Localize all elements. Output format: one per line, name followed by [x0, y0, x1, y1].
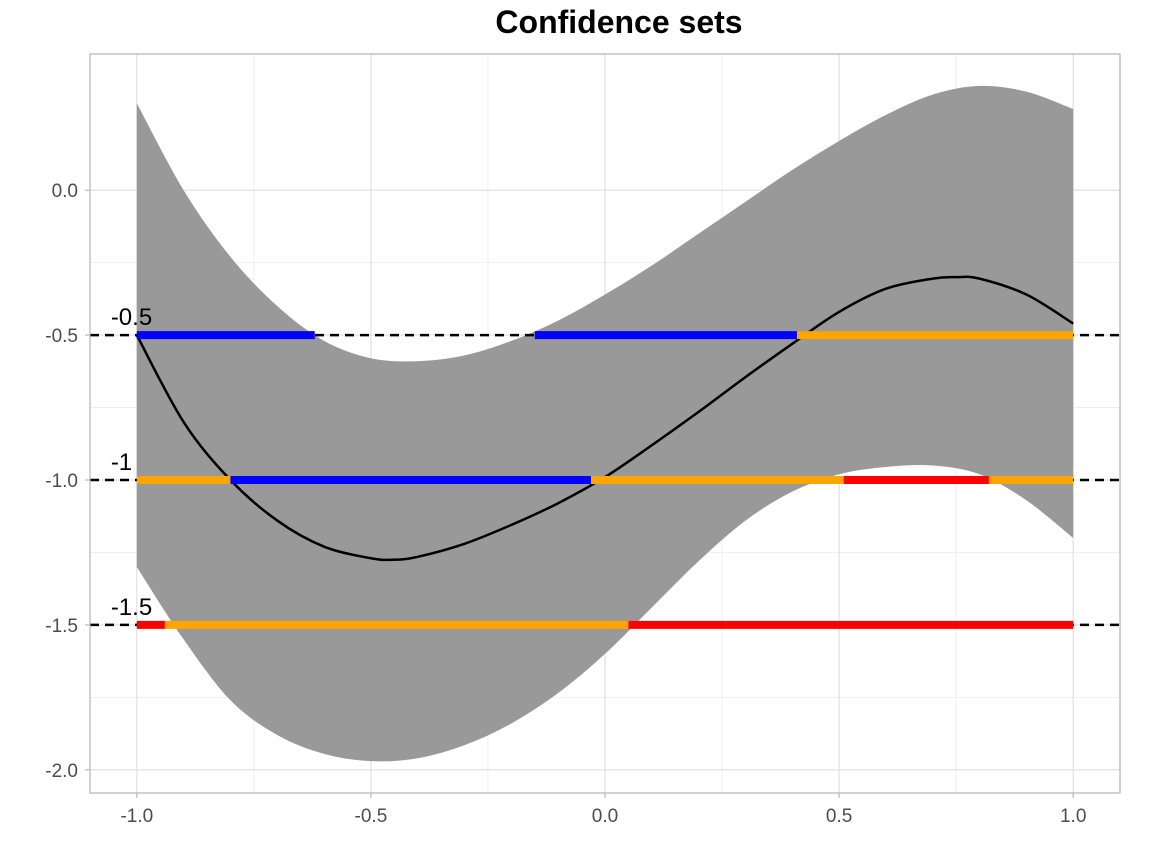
y-tick-label: 0.0: [52, 181, 78, 202]
x-tick-label: -0.5: [355, 806, 388, 827]
level-lines: -0.5 -1 -1.5: [90, 304, 1120, 629]
confidence-band-area: [136, 85, 1074, 762]
level-label: -0.5: [111, 304, 152, 331]
confidence-band: [136, 85, 1074, 762]
x-axis-ticks: -1.0 -0.5 0.0 0.5 1.0: [120, 793, 1086, 827]
x-tick-label: 1.0: [1060, 806, 1086, 827]
level-label: -1.5: [111, 594, 152, 621]
level-label: -1: [111, 449, 132, 476]
chart-title: Confidence sets: [495, 4, 742, 40]
x-tick-label: -1.0: [120, 806, 153, 827]
x-tick-label: 0.5: [826, 806, 852, 827]
y-tick-label: -1.5: [45, 616, 78, 637]
y-tick-label: -0.5: [45, 326, 78, 347]
x-tick-label: 0.0: [592, 806, 618, 827]
y-tick-label: -2.0: [45, 761, 78, 782]
y-tick-label: -1.0: [45, 471, 78, 492]
y-axis-ticks: -2.0 -1.5 -1.0 -0.5 0.0: [45, 181, 90, 782]
